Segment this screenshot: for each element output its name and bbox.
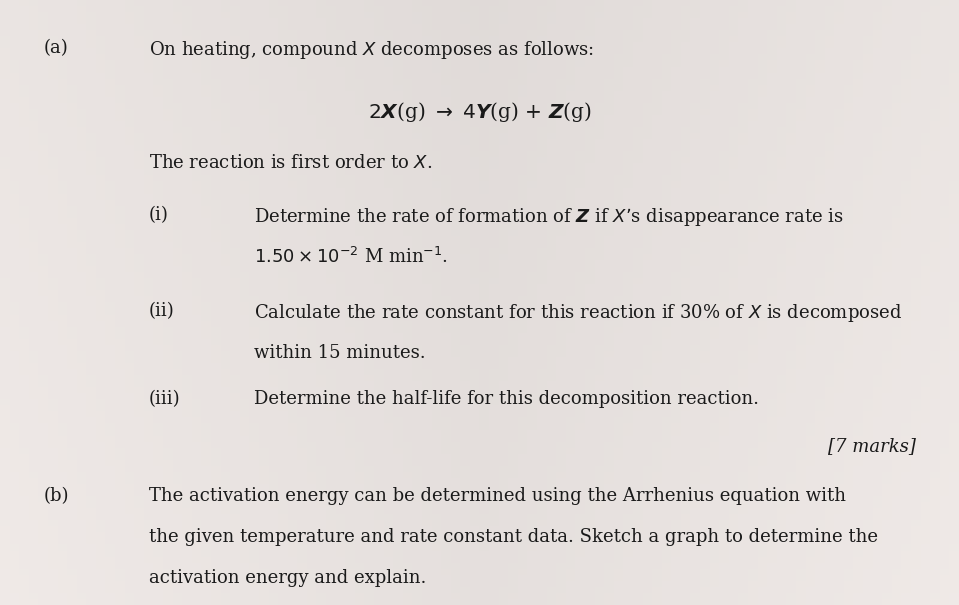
Text: The reaction is first order to $X$.: The reaction is first order to $X$. [149,154,432,172]
Text: (i): (i) [149,206,169,224]
Text: (b): (b) [43,487,69,505]
Text: On heating, compound $X$ decomposes as follows:: On heating, compound $X$ decomposes as f… [149,39,594,61]
Text: Determine the half-life for this decomposition reaction.: Determine the half-life for this decompo… [254,390,760,408]
Text: activation energy and explain.: activation energy and explain. [149,569,426,587]
Text: within 15 minutes.: within 15 minutes. [254,344,426,362]
Text: (a): (a) [43,39,68,57]
Text: [7 marks]: [7 marks] [828,437,916,455]
Text: Determine the rate of formation of $\boldsymbol{Z}$ if $X$’s disappearance rate : Determine the rate of formation of $\bol… [254,206,844,227]
Text: (ii): (ii) [149,302,175,321]
Text: the given temperature and rate constant data. Sketch a graph to determine the: the given temperature and rate constant … [149,528,877,546]
Text: The activation energy can be determined using the Arrhenius equation with: The activation energy can be determined … [149,487,846,505]
Text: $2\boldsymbol{X}$(g) $\rightarrow$ $4\boldsymbol{Y}$(g) + $\boldsymbol{Z}$(g): $2\boldsymbol{X}$(g) $\rightarrow$ $4\bo… [367,100,592,124]
Text: Calculate the rate constant for this reaction if 30% of $X$ is decomposed: Calculate the rate constant for this rea… [254,302,902,324]
Text: (iii): (iii) [149,390,180,408]
Text: $1.50 \times 10^{-2}$ M min$^{-1}$.: $1.50 \times 10^{-2}$ M min$^{-1}$. [254,247,448,267]
